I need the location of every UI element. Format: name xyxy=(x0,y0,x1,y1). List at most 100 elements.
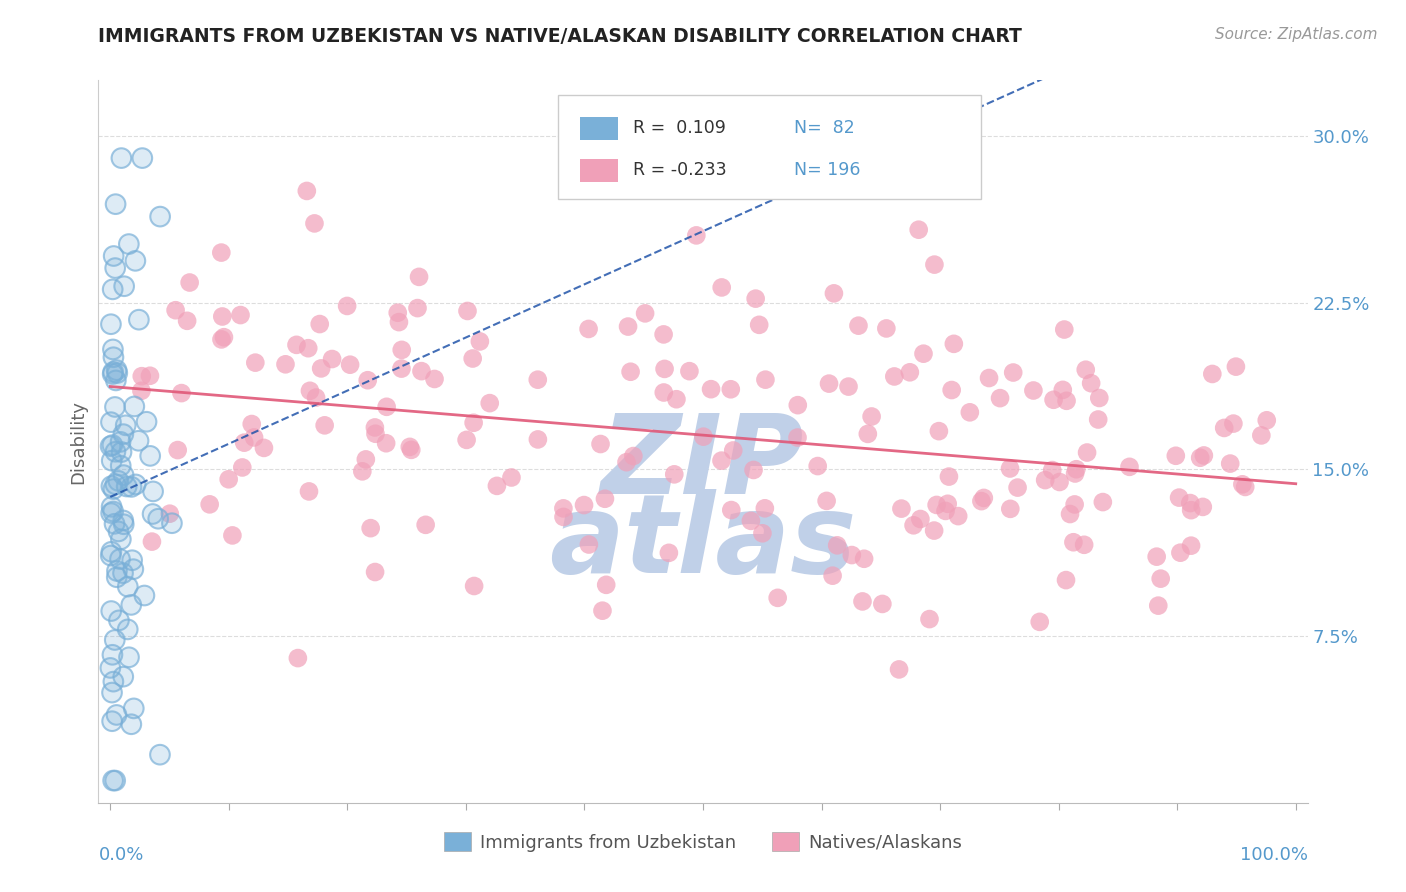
Point xyxy=(1222,417,1244,431)
Point xyxy=(720,503,742,517)
Point xyxy=(165,303,187,318)
Point xyxy=(170,386,193,401)
Point xyxy=(461,351,484,366)
Point xyxy=(229,308,252,322)
Point xyxy=(357,373,380,387)
Point xyxy=(860,409,883,424)
Point xyxy=(101,282,124,296)
Point xyxy=(298,384,321,398)
Point xyxy=(959,405,981,419)
Point xyxy=(305,391,328,405)
Point xyxy=(468,334,491,349)
Text: ZIP: ZIP xyxy=(602,409,804,516)
Point xyxy=(139,368,162,383)
Point xyxy=(131,151,153,165)
Point xyxy=(401,442,423,457)
Point xyxy=(112,279,135,293)
Point xyxy=(105,708,128,723)
Point xyxy=(100,549,122,563)
Point xyxy=(527,433,550,447)
Point xyxy=(818,376,841,391)
Point xyxy=(740,514,762,528)
Point xyxy=(910,512,932,526)
Point xyxy=(108,552,131,566)
Point xyxy=(101,714,124,729)
Point xyxy=(100,545,122,559)
Point xyxy=(103,351,125,365)
Point xyxy=(1180,503,1202,517)
Point xyxy=(117,623,139,637)
Point xyxy=(1168,491,1191,505)
Point xyxy=(134,589,156,603)
Point xyxy=(108,613,131,627)
Point xyxy=(589,437,612,451)
Point xyxy=(652,385,675,400)
Point xyxy=(786,398,808,412)
Point xyxy=(104,444,127,458)
Point xyxy=(112,566,135,581)
Point xyxy=(1052,383,1074,397)
Point xyxy=(101,714,124,729)
Point xyxy=(135,415,157,429)
Point xyxy=(108,613,131,627)
Point xyxy=(922,524,945,538)
Point xyxy=(685,228,707,243)
Point xyxy=(907,223,929,237)
Point xyxy=(872,597,894,611)
Point xyxy=(339,358,361,372)
Point xyxy=(100,415,122,429)
Point xyxy=(485,479,508,493)
Point xyxy=(117,580,139,594)
Point xyxy=(105,363,128,377)
Point xyxy=(700,382,723,396)
Point xyxy=(112,468,135,483)
Point xyxy=(104,632,127,647)
Point xyxy=(198,497,221,511)
Point xyxy=(1146,549,1168,564)
Point xyxy=(211,333,233,347)
Point xyxy=(103,516,125,531)
Point xyxy=(124,400,146,414)
Point xyxy=(754,501,776,516)
Point xyxy=(104,632,127,647)
Point xyxy=(110,434,132,449)
Point xyxy=(128,434,150,448)
Point xyxy=(875,321,897,335)
Point xyxy=(112,468,135,483)
Point xyxy=(1180,496,1202,510)
Point xyxy=(1191,500,1213,514)
Point xyxy=(616,455,638,469)
Point xyxy=(110,458,132,473)
Point xyxy=(112,427,135,442)
Point xyxy=(375,400,398,414)
Point xyxy=(903,518,925,533)
Point xyxy=(101,685,124,699)
Point xyxy=(364,565,387,579)
Point xyxy=(101,685,124,699)
Point xyxy=(1059,507,1081,521)
Point xyxy=(1002,366,1025,380)
Point xyxy=(240,417,263,431)
Point xyxy=(591,604,613,618)
Point xyxy=(851,594,873,608)
Point xyxy=(128,312,150,326)
Point xyxy=(1213,421,1236,435)
Point xyxy=(112,279,135,293)
Y-axis label: Disability: Disability xyxy=(69,400,87,483)
Point xyxy=(160,516,183,531)
Point xyxy=(898,365,921,379)
Point xyxy=(423,372,446,386)
Text: atlas: atlas xyxy=(550,489,856,596)
Point xyxy=(105,570,128,584)
Point xyxy=(821,568,844,582)
Point xyxy=(105,366,128,380)
Point xyxy=(112,513,135,527)
Point xyxy=(117,580,139,594)
Text: R =  0.109: R = 0.109 xyxy=(633,120,725,137)
Point xyxy=(578,322,600,336)
Point xyxy=(166,443,188,458)
Point xyxy=(120,598,142,612)
Point xyxy=(149,210,172,224)
Point xyxy=(100,506,122,520)
Point xyxy=(786,431,808,445)
